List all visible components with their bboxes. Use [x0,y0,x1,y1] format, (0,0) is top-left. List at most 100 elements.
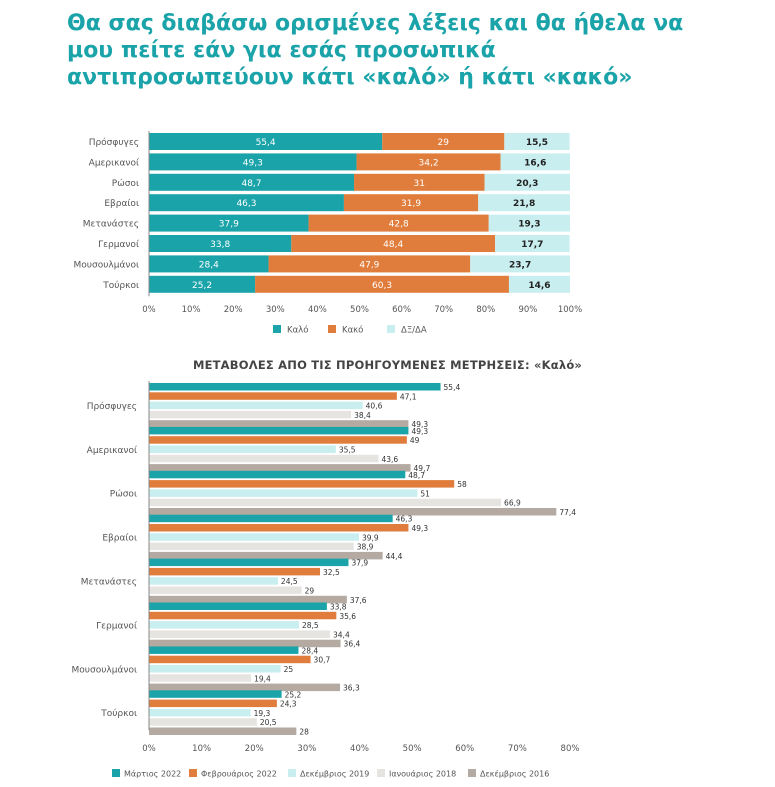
data-label: 23,7 [509,260,531,270]
data-label: 47,9 [359,260,379,270]
data-label: 51 [420,489,430,498]
data-label: 42,8 [389,220,409,230]
data-label: 49,3 [411,420,428,429]
bar-segment [268,255,471,273]
data-label: 28,4 [199,260,219,270]
legend-label: Μάρτιος 2022 [124,770,181,779]
data-label: 25,2 [192,281,212,291]
bar-segment [484,173,570,191]
x-tick-label: 20% [245,744,264,754]
legend-label: Φεβρουάριος 2022 [201,770,277,779]
data-label: 19,4 [254,674,271,683]
bar-segment [488,214,570,232]
bar [149,470,406,479]
bar-segment [149,275,256,293]
category-label: Γερμανοί [96,621,137,631]
data-label: 49 [410,436,420,445]
x-tick-label: 10% [192,744,211,754]
legend-label: ΔΞ/ΔΑ [401,326,427,336]
data-label: 33,8 [210,240,230,250]
bar [149,383,441,391]
bar [149,699,277,708]
bar-segment [354,173,485,191]
data-label: 66,9 [504,499,521,508]
bar [149,708,251,717]
category-label: Μουσουλμάνοι [72,665,137,675]
bar [149,392,397,400]
data-label: 46,3 [396,515,413,524]
bar [149,586,302,594]
bar-segment [149,194,344,212]
bar [149,410,352,419]
data-label: 48,7 [408,471,425,480]
category-label: Τούρκοι [102,280,139,291]
category-label: Αμερικανοί [89,158,139,168]
data-label: 29 [438,138,450,148]
data-label: 55,4 [256,138,276,148]
data-label: 32,5 [323,568,340,577]
data-label: 40,6 [366,402,383,411]
data-label: 46,3 [236,199,256,209]
data-label: 17,7 [521,240,543,250]
legend-swatch [468,769,476,777]
bar-segment [500,153,570,171]
x-tick-label: 80% [476,305,495,315]
data-label: 35,5 [339,446,356,455]
bar-segment [495,235,570,252]
category-label: Μετανάστες [83,220,139,230]
data-label: 25 [284,665,294,674]
bar [149,420,409,428]
data-label: 24,3 [280,700,297,709]
bar [149,621,299,629]
x-tick-label: 50% [403,744,422,754]
bar-segment [149,255,269,273]
bar [149,558,349,567]
bar [149,498,502,507]
data-label: 77,4 [559,508,576,517]
data-label: 37,9 [351,559,368,568]
bar [149,665,281,673]
data-label: 31,9 [401,199,421,209]
data-label: 48,4 [383,240,403,250]
bar-segment [255,275,509,293]
data-label: 19,3 [518,220,540,230]
data-label: 49,3 [411,427,428,436]
legend-swatch [273,325,281,333]
legend-swatch [288,769,296,777]
x-tick-label: 40% [350,744,369,754]
data-label: 38,9 [357,543,374,552]
data-label: 37,6 [350,596,367,605]
category-label: Εβραίοι [104,199,139,209]
data-label: 20,5 [260,718,277,727]
bar-segment [508,275,570,293]
bar [149,514,393,523]
bar [149,639,341,648]
bar [149,718,257,726]
bar-segment [343,194,479,212]
bar-segment [470,255,570,273]
data-label: 33,8 [330,603,347,612]
x-tick-label: 0% [142,744,156,754]
category-label: Τούρκοι [100,708,137,719]
bar-segment [149,153,357,171]
x-tick-label: 30% [297,744,316,754]
bar [149,630,331,638]
bar [149,602,327,610]
bar [149,683,341,692]
bar [149,464,411,472]
legend-label: Καλό [287,325,308,336]
category-label: Αμερικανοί [87,446,137,456]
data-label: 36,3 [343,684,360,693]
data-label: 19,3 [254,709,271,718]
data-label: 24,5 [281,577,298,586]
bar [149,533,359,541]
legend-swatch [387,325,395,333]
bar [149,567,321,576]
data-label: 15,5 [526,138,548,148]
data-label: 34,2 [419,158,439,168]
bar [149,401,363,410]
x-tick-label: 60% [455,744,474,754]
data-label: 49,3 [243,158,263,168]
data-label: 21,8 [513,199,535,209]
category-label: Ρώσοι [110,489,137,500]
